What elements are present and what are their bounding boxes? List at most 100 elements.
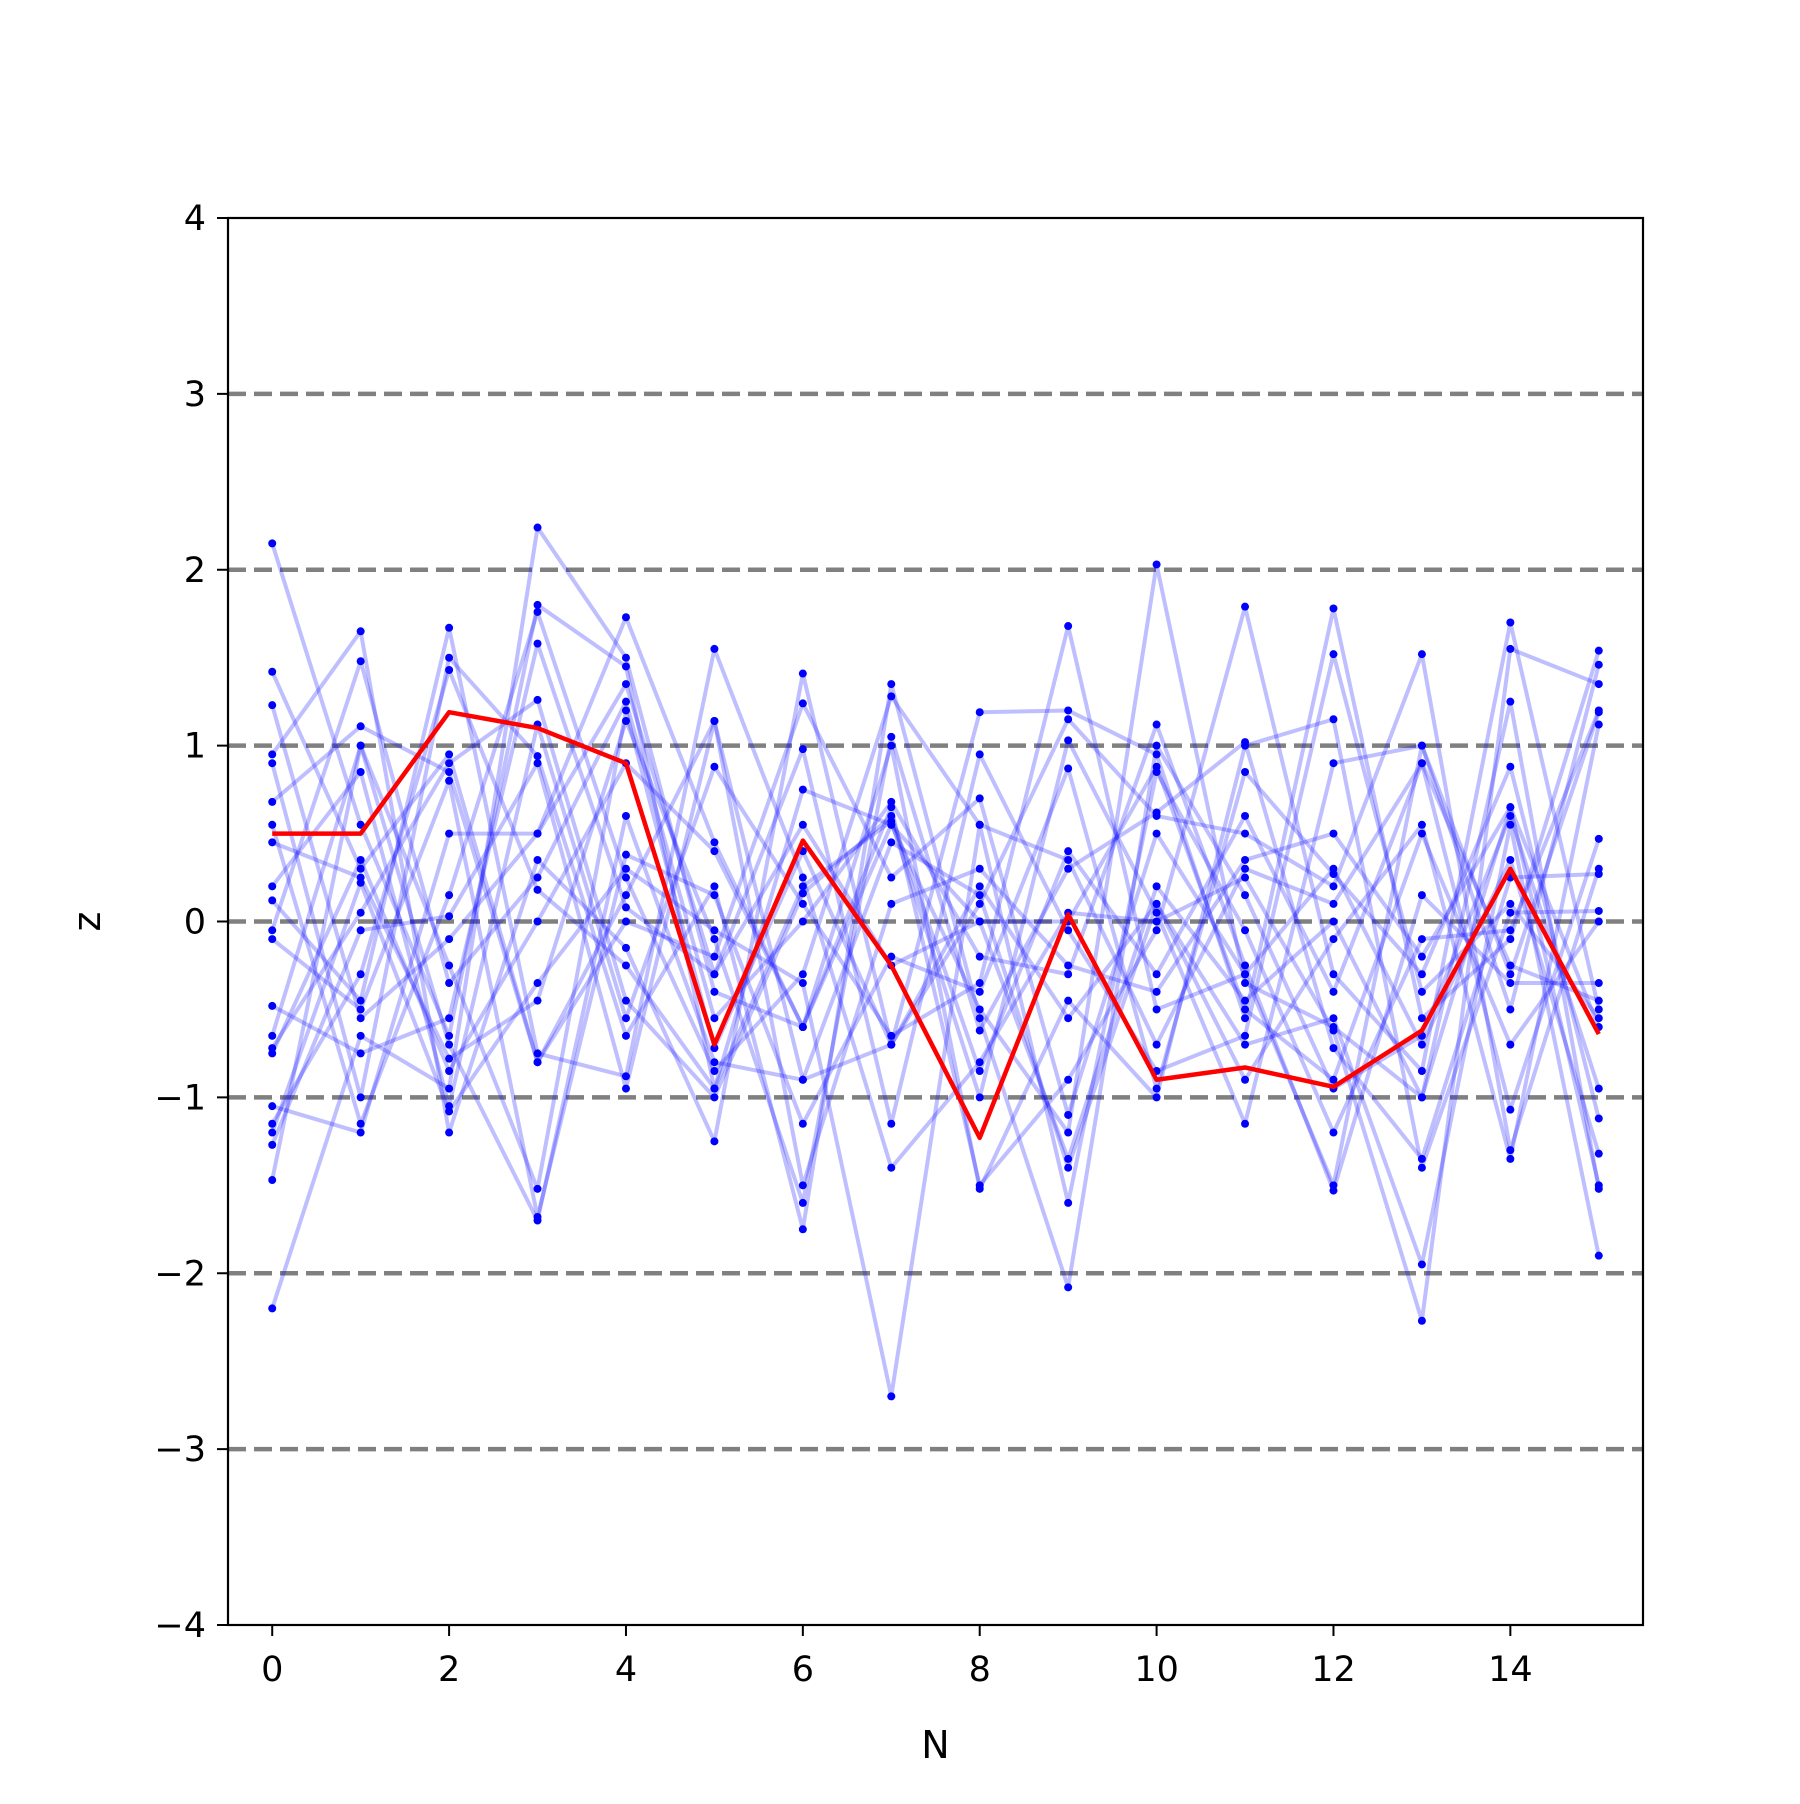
series-point <box>887 1031 896 1040</box>
series-point <box>1241 970 1250 979</box>
series-point <box>356 926 365 935</box>
series-point <box>533 600 542 609</box>
series-point <box>1152 1084 1161 1093</box>
series-point <box>1329 1044 1338 1053</box>
series-point <box>975 1184 984 1193</box>
highlight-series-group <box>272 709 1601 1141</box>
series-point <box>710 952 719 961</box>
series-point <box>533 1049 542 1058</box>
series-point <box>710 1093 719 1102</box>
series-point <box>1506 697 1515 706</box>
series-point <box>356 722 365 731</box>
series-point <box>268 701 277 710</box>
series-point <box>268 935 277 944</box>
series-point <box>1417 970 1426 979</box>
series-point <box>356 996 365 1005</box>
series-point <box>1064 864 1073 873</box>
series-point <box>1241 1119 1250 1128</box>
series-point <box>1241 864 1250 873</box>
series-point <box>356 970 365 979</box>
series-point <box>445 891 454 900</box>
series-point <box>710 987 719 996</box>
y-tick-label: −1 <box>154 1078 206 1118</box>
series-point <box>533 639 542 648</box>
series-point <box>1594 1251 1603 1260</box>
series-point <box>621 996 630 1005</box>
series-point <box>1241 873 1250 882</box>
series-point <box>1329 650 1338 659</box>
series-point <box>975 1093 984 1102</box>
series-point <box>1064 1110 1073 1119</box>
series-point <box>1417 1154 1426 1163</box>
series-point <box>268 1140 277 1149</box>
series-point <box>268 750 277 759</box>
series-point <box>445 750 454 759</box>
series-point <box>1064 855 1073 864</box>
series-point <box>975 1058 984 1067</box>
series-point <box>798 1181 807 1190</box>
series-point <box>356 1005 365 1014</box>
series-point <box>975 899 984 908</box>
series-point <box>445 912 454 921</box>
series-point <box>1417 820 1426 829</box>
series-point <box>533 829 542 838</box>
series-point <box>975 979 984 988</box>
y-tick-label: −2 <box>154 1254 206 1294</box>
series-point <box>621 613 630 622</box>
series-point <box>445 623 454 632</box>
series-point <box>1417 741 1426 750</box>
series-point <box>1064 1014 1073 1023</box>
y-tick-label: 4 <box>184 199 206 239</box>
series-point <box>621 653 630 662</box>
x-tick-label: 14 <box>1488 1650 1533 1690</box>
series-point <box>710 926 719 935</box>
series-point <box>356 908 365 917</box>
series-point <box>1417 1093 1426 1102</box>
series-point <box>1506 820 1515 829</box>
series-point <box>1506 899 1515 908</box>
series-point <box>1064 1198 1073 1207</box>
series-point <box>1152 808 1161 817</box>
series-point <box>621 680 630 689</box>
series-point <box>533 695 542 704</box>
series-point <box>621 811 630 820</box>
series-point <box>1241 996 1250 1005</box>
series-point <box>1594 1014 1603 1023</box>
series-point <box>1064 715 1073 724</box>
series-point <box>710 762 719 771</box>
series-point <box>1064 1128 1073 1137</box>
series-point <box>1329 829 1338 838</box>
series-point <box>798 1119 807 1128</box>
series-point <box>621 961 630 970</box>
series-point <box>1417 650 1426 659</box>
series-point <box>356 864 365 873</box>
series-point <box>1506 979 1515 988</box>
series-point <box>1241 829 1250 838</box>
series-point <box>1152 917 1161 926</box>
series-point <box>621 943 630 952</box>
series-point <box>1594 906 1603 915</box>
series-line <box>270 719 1601 1188</box>
series-point <box>356 1014 365 1023</box>
series-point <box>1152 1005 1161 1014</box>
series-point <box>445 1054 454 1063</box>
background-series-group <box>268 523 1603 1401</box>
series-line <box>270 652 1601 1153</box>
series-point <box>1594 1084 1603 1093</box>
series-point <box>1064 1163 1073 1172</box>
series-point <box>887 692 896 701</box>
series-point <box>1594 870 1603 879</box>
series-point <box>710 1058 719 1067</box>
series-point <box>887 820 896 829</box>
series-point <box>1329 604 1338 613</box>
series-point <box>533 523 542 532</box>
series-point <box>1064 1075 1073 1084</box>
series-point <box>533 759 542 768</box>
series-point <box>798 1075 807 1084</box>
series-point <box>621 873 630 882</box>
y-axis-ticks: −4 −3 −2 −1 0 1 2 3 4 <box>154 199 228 1646</box>
series-point <box>621 697 630 706</box>
series-point <box>1417 1014 1426 1023</box>
series-point <box>887 680 896 689</box>
